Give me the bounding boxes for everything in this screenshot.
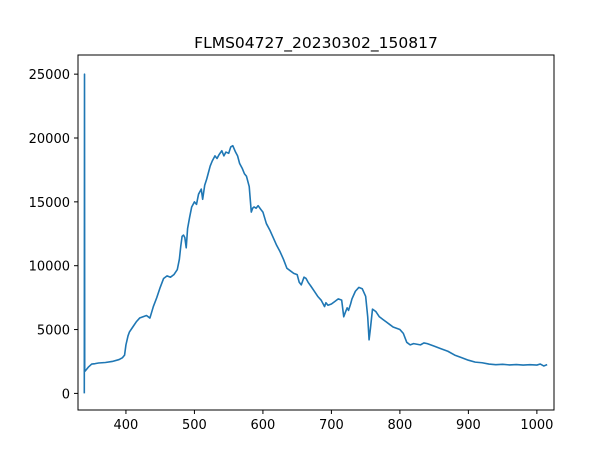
plot-area [83,73,548,394]
x-tick-label: 400 [114,418,139,433]
x-tick-label: 700 [319,418,344,433]
y-tick-label: 0 [62,387,70,402]
y-axis: 0 5000 10000 15000 20000 25000 [29,68,78,402]
y-tick-label: 25000 [29,68,70,83]
series-line-0 [83,73,548,394]
y-tick-label: 10000 [29,260,70,275]
x-tick-label: 600 [251,418,276,433]
x-axis: 400 500 600 700 800 900 1000 [114,410,553,433]
y-tick-label: 15000 [29,196,70,211]
x-tick-label: 800 [387,418,412,433]
axes-frame [77,54,555,411]
y-tick-label: 5000 [37,324,70,339]
x-tick-label: 900 [456,418,481,433]
y-tick-label: 20000 [29,132,70,147]
chart-title: FLMS04727_20230302_150817 [194,34,438,53]
x-tick-label: 1000 [520,418,553,433]
x-tick-label: 500 [182,418,207,433]
